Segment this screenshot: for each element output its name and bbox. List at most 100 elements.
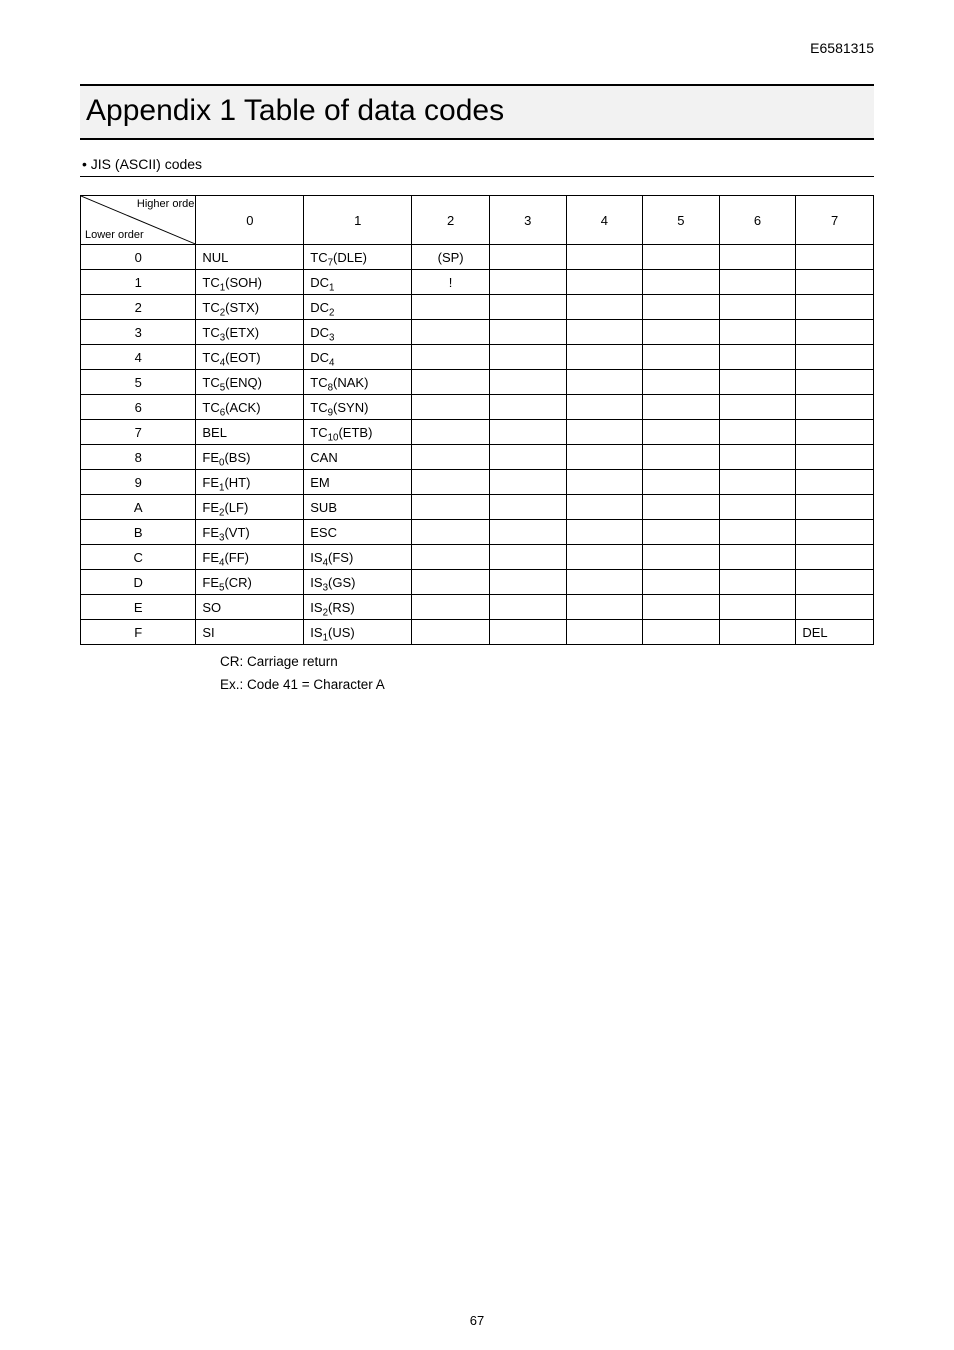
data-cell bbox=[566, 295, 643, 320]
data-cell bbox=[566, 570, 643, 595]
table-row: BFE3(VT)ESC bbox=[81, 520, 874, 545]
data-cell bbox=[719, 495, 796, 520]
note-example: Ex.: Code 41 = Character A bbox=[220, 674, 874, 697]
data-cell bbox=[796, 295, 874, 320]
data-cell bbox=[796, 520, 874, 545]
table-row: 7BELTC10(ETB) bbox=[81, 420, 874, 445]
lower-order-label: Lower order bbox=[85, 230, 144, 241]
data-cell bbox=[719, 395, 796, 420]
table-row: 6TC6(ACK)TC9(SYN) bbox=[81, 395, 874, 420]
table-row: 9FE1(HT)EM bbox=[81, 470, 874, 495]
data-cell bbox=[643, 320, 720, 345]
document-id: E6581315 bbox=[80, 40, 874, 56]
data-cell bbox=[719, 295, 796, 320]
data-cell: CAN bbox=[304, 445, 412, 470]
data-cell bbox=[643, 245, 720, 270]
data-cell bbox=[412, 295, 490, 320]
diagonal-header: Higher orde Lower order bbox=[81, 196, 196, 245]
data-cell bbox=[796, 395, 874, 420]
data-cell bbox=[412, 395, 490, 420]
data-cell bbox=[489, 295, 566, 320]
table-row: AFE2(LF)SUB bbox=[81, 495, 874, 520]
lower-order-cell: 5 bbox=[81, 370, 196, 395]
data-cell: ESC bbox=[304, 520, 412, 545]
data-cell bbox=[796, 270, 874, 295]
data-cell: DC1 bbox=[304, 270, 412, 295]
data-cell bbox=[796, 345, 874, 370]
data-cell bbox=[412, 545, 490, 570]
col-header: 1 bbox=[304, 196, 412, 245]
data-cell: FE1(HT) bbox=[196, 470, 304, 495]
data-cell bbox=[412, 445, 490, 470]
lower-order-cell: 4 bbox=[81, 345, 196, 370]
data-cell bbox=[719, 420, 796, 445]
data-cell bbox=[412, 370, 490, 395]
data-cell bbox=[643, 445, 720, 470]
data-cell bbox=[719, 245, 796, 270]
data-cell bbox=[566, 445, 643, 470]
data-cell bbox=[719, 545, 796, 570]
data-cell bbox=[643, 295, 720, 320]
data-cell bbox=[719, 320, 796, 345]
data-cell bbox=[489, 470, 566, 495]
col-header: 3 bbox=[489, 196, 566, 245]
data-cell: FE2(LF) bbox=[196, 495, 304, 520]
data-cell: FE4(FF) bbox=[196, 545, 304, 570]
data-cell bbox=[566, 495, 643, 520]
data-cell bbox=[412, 470, 490, 495]
table-row: 5TC5(ENQ)TC8(NAK) bbox=[81, 370, 874, 395]
data-cell: DC3 bbox=[304, 320, 412, 345]
data-cell bbox=[643, 345, 720, 370]
col-header: 4 bbox=[566, 196, 643, 245]
data-cell bbox=[643, 520, 720, 545]
data-cell bbox=[489, 345, 566, 370]
data-cell bbox=[719, 470, 796, 495]
data-cell: TC10(ETB) bbox=[304, 420, 412, 445]
data-cell bbox=[719, 620, 796, 645]
data-cell bbox=[412, 320, 490, 345]
data-codes-table: Higher orde Lower order 01234567 0NULTC7… bbox=[80, 195, 874, 645]
page-number: 67 bbox=[0, 1313, 954, 1328]
lower-order-cell: C bbox=[81, 545, 196, 570]
data-cell bbox=[489, 445, 566, 470]
data-cell bbox=[796, 420, 874, 445]
col-header: 7 bbox=[796, 196, 874, 245]
data-cell: IS2(RS) bbox=[304, 595, 412, 620]
data-cell bbox=[719, 520, 796, 545]
data-cell bbox=[643, 495, 720, 520]
data-cell bbox=[643, 570, 720, 595]
data-cell bbox=[489, 545, 566, 570]
data-cell: EM bbox=[304, 470, 412, 495]
lower-order-cell: A bbox=[81, 495, 196, 520]
data-cell: ! bbox=[412, 270, 490, 295]
data-cell: TC3(ETX) bbox=[196, 320, 304, 345]
data-cell bbox=[566, 370, 643, 395]
data-cell bbox=[489, 420, 566, 445]
data-cell bbox=[566, 320, 643, 345]
lower-order-cell: F bbox=[81, 620, 196, 645]
col-header: 2 bbox=[412, 196, 490, 245]
table-row: 2TC2(STX)DC2 bbox=[81, 295, 874, 320]
data-cell bbox=[796, 570, 874, 595]
title-block: Appendix 1 Table of data codes bbox=[80, 84, 874, 140]
data-cell bbox=[489, 370, 566, 395]
data-cell bbox=[489, 395, 566, 420]
data-cell: TC2(STX) bbox=[196, 295, 304, 320]
lower-order-cell: E bbox=[81, 595, 196, 620]
data-cell bbox=[412, 570, 490, 595]
data-cell: SO bbox=[196, 595, 304, 620]
data-cell bbox=[566, 270, 643, 295]
data-cell bbox=[489, 520, 566, 545]
data-cell: BEL bbox=[196, 420, 304, 445]
data-cell: TC8(NAK) bbox=[304, 370, 412, 395]
data-cell bbox=[643, 470, 720, 495]
data-cell: TC1(SOH) bbox=[196, 270, 304, 295]
table-row: 8FE0(BS)CAN bbox=[81, 445, 874, 470]
page-title: Appendix 1 Table of data codes bbox=[86, 94, 868, 128]
lower-order-cell: 1 bbox=[81, 270, 196, 295]
data-cell bbox=[566, 595, 643, 620]
data-cell bbox=[412, 595, 490, 620]
data-cell: TC5(ENQ) bbox=[196, 370, 304, 395]
data-cell: FE3(VT) bbox=[196, 520, 304, 545]
data-cell bbox=[566, 395, 643, 420]
